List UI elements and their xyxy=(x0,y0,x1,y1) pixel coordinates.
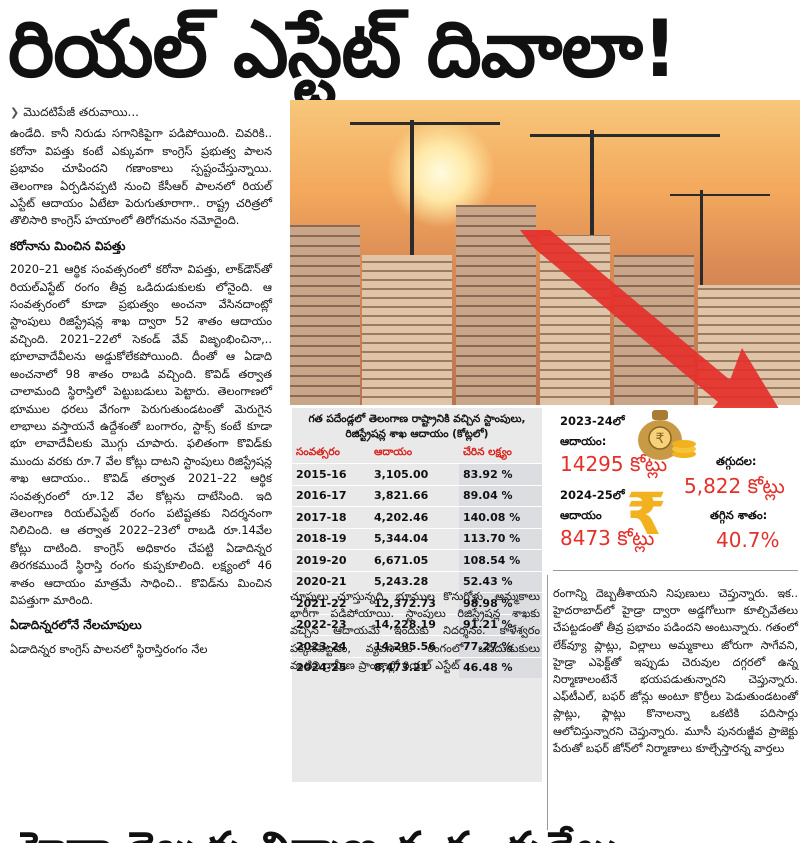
table-row: 2020-21 5,243.28 52.43 % xyxy=(292,570,542,593)
revenue-cell: 12,372.73 xyxy=(370,592,459,614)
revenue-cell: 5,344.04 xyxy=(370,527,459,550)
divider xyxy=(553,570,798,571)
crane xyxy=(350,122,500,125)
target-cell: 108.54 % xyxy=(458,549,542,571)
kicker-text: మొదటిపేజీ తరువాయి... xyxy=(23,105,139,119)
crane xyxy=(530,134,720,137)
decline-arrow-icon xyxy=(520,230,798,440)
revenue-table-box: గత పదేండ్లలో తెలంగాణ రాష్ట్రానికి వచ్చిన… xyxy=(292,408,542,782)
target-cell: 77.27 % xyxy=(458,635,542,657)
table-row: 2024-25 8,473.21 46.48 % xyxy=(292,656,542,678)
revenue-cell: 3,105.00 xyxy=(370,463,459,485)
target-cell: 98.98 % xyxy=(458,592,542,614)
year-cell: 2020-21 xyxy=(292,570,370,593)
stat-drop-label: తగ్గుదల: xyxy=(716,454,757,468)
target-cell: 91.21 % xyxy=(458,613,542,636)
arrow-icon: ❯ xyxy=(10,106,20,119)
table-header-row: సంవత్సరం ఆదాయం చేరిన లక్ష్యం xyxy=(292,444,542,464)
next-article-headline: హైడ్రా దెబ్బకు నిర్మాణ రంగం కుదేలు xyxy=(20,812,800,843)
building xyxy=(456,205,536,405)
table-row: 2023-24 14,295.56 77.27 % xyxy=(292,635,542,657)
construction-photo xyxy=(290,100,800,405)
header-year: సంవత్సరం xyxy=(296,446,340,458)
revenue-cell: 14,228.19 xyxy=(370,613,459,636)
header-revenue: ఆదాయం xyxy=(374,446,413,458)
subhead-covid: కరోనాను మించిన విపత్తు xyxy=(10,238,126,253)
stat-pct-value: 40.7% xyxy=(716,528,780,552)
target-cell: 52.43 % xyxy=(458,570,542,593)
covid-paragraph: 2020–21 ఆర్థిక సంవత్సరంలో కరోనా విపత్తు,… xyxy=(10,262,272,607)
middle-column: చూపులు చూస్తున్నది. భూముల కొనుగోళ్లు, అమ… xyxy=(290,590,540,672)
revenue-cell: 4,202.46 xyxy=(370,506,459,528)
target-cell: 113.70 % xyxy=(458,527,542,550)
year-cell: 2017-18 xyxy=(292,506,370,528)
stat-year2-value: 8473 కోట్లు xyxy=(560,526,655,550)
year-cell: 2024-25 xyxy=(292,656,370,678)
year-cell: 2023-24 xyxy=(292,635,370,657)
stat-year1-sub: ఆదాయం: xyxy=(560,434,607,448)
revenue-cell: 14,295.56 xyxy=(370,635,459,657)
table-title: గత పదేండ్లలో తెలంగాణ రాష్ట్రానికి వచ్చిన… xyxy=(308,413,526,440)
target-cell: 46.48 % xyxy=(458,656,542,678)
intro-paragraph: ఉండేది. కానీ నిరుడు సగానికిపైగా పడిపోయిం… xyxy=(10,126,272,228)
target-cell: 83.92 % xyxy=(458,463,542,485)
revenue-cell: 8,473.21 xyxy=(370,656,459,678)
table-row: 2016-17 3,821.66 89.04 % xyxy=(292,484,542,507)
crane xyxy=(590,130,594,310)
crane xyxy=(670,194,770,196)
left-column: ❯ మొదటిపేజీ తరువాయి... ఉండేది. కానీ నిరుడ… xyxy=(10,104,272,664)
crane xyxy=(410,120,414,320)
year-cell: 2021-22 xyxy=(292,592,370,614)
subhead-decline: ఏడాదిన్నరలోనే నేలచూపులు xyxy=(10,618,142,633)
headline: రియల్ ఎస్టేట్ దివాలా! xyxy=(8,5,678,95)
header-target: చేరిన లక్ష్యం xyxy=(462,446,512,458)
table-row: 2019-20 6,671.05 108.54 % xyxy=(292,549,542,571)
building xyxy=(290,225,360,405)
svg-text:₹: ₹ xyxy=(656,431,665,447)
stats-panel: 2023-24లో ఆదాయం: 14295 కోట్లు తగ్గుదల: 5… xyxy=(552,408,800,568)
year-cell: 2015-16 xyxy=(292,463,370,485)
table-row: 2015-16 3,105.00 83.92 % xyxy=(292,463,542,485)
rupee-icon: ₹ xyxy=(626,480,667,548)
crane xyxy=(700,190,703,320)
year-cell: 2019-20 xyxy=(292,549,370,571)
table-row: 2018-19 5,344.04 113.70 % xyxy=(292,527,542,550)
revenue-table: సంవత్సరం ఆదాయం చేరిన లక్ష్యం 2015-16 3,10… xyxy=(292,444,542,678)
stat-year1-label: 2023-24లో xyxy=(560,414,625,428)
revenue-cell: 6,671.05 xyxy=(370,549,459,571)
year-cell: 2022-23 xyxy=(292,613,370,636)
decline-paragraph: ఏడాదిన్నర కాంగ్రెస్ పాలనలో స్థిరాస్తిరంగ… xyxy=(10,641,208,656)
stat-drop-value: 5,822 కోట్లు xyxy=(684,474,785,498)
stat-year2-sub: ఆదాయం xyxy=(560,508,602,522)
stat-pct-label: తగ్గిన శాతం: xyxy=(710,508,768,522)
right-column: రంగాన్ని దెబ్బతీశాయని నిపుణులు చెప్తున్న… xyxy=(553,587,798,755)
table-row: 2021-22 12,372.73 98.98 % xyxy=(292,592,542,614)
stat-year2-label: 2024-25లో xyxy=(560,488,625,502)
divider xyxy=(547,575,548,830)
year-cell: 2016-17 xyxy=(292,484,370,507)
money-bag-icon: ₹ xyxy=(638,410,696,460)
year-cell: 2018-19 xyxy=(292,527,370,550)
table-row: 2022-23 14,228.19 91.21 % xyxy=(292,613,542,636)
revenue-cell: 3,821.66 xyxy=(370,484,459,507)
kicker: ❯ మొదటిపేజీ తరువాయి... xyxy=(10,104,272,121)
revenue-cell: 5,243.28 xyxy=(370,570,459,593)
building xyxy=(362,255,452,405)
target-cell: 140.08 % xyxy=(458,506,542,528)
target-cell: 89.04 % xyxy=(458,484,542,507)
table-row: 2017-18 4,202.46 140.08 % xyxy=(292,506,542,528)
